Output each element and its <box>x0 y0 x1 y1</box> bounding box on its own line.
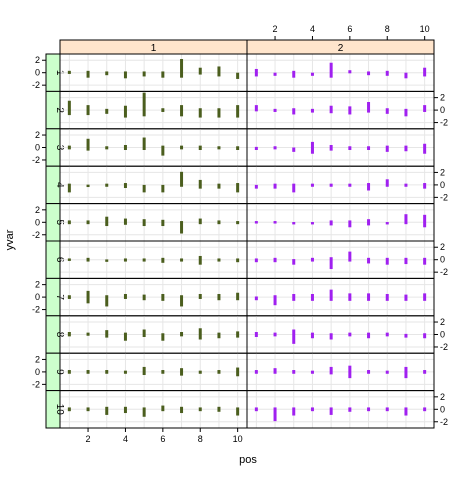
y-tick-label-right: 0 <box>440 404 445 414</box>
y-tick-label-right: 0 <box>440 255 445 265</box>
y-tick-label-left: 0 <box>35 217 40 227</box>
x-tick-label-bottom: 2 <box>86 434 91 444</box>
y-tick-label-right: 2 <box>440 242 445 252</box>
y-tick-label-left: 0 <box>35 143 40 153</box>
y-tick-label-left: 2 <box>35 354 40 364</box>
x-tick-label-top: 6 <box>347 24 352 34</box>
y-tick-label-left: 0 <box>35 367 40 377</box>
y-tick-label-right: 0 <box>440 330 445 340</box>
y-tick-label-left: -2 <box>32 155 40 165</box>
y-tick-label-right: -2 <box>440 192 448 202</box>
y-tick-label-left: 0 <box>35 292 40 302</box>
y-tick-label-right: -2 <box>440 118 448 128</box>
y-tick-label-left: -2 <box>32 305 40 315</box>
column-strip-label-1: 1 <box>151 43 157 54</box>
y-tick-label-left: 2 <box>35 280 40 290</box>
x-axis-label: pos <box>239 454 257 466</box>
x-tick-label-top: 2 <box>273 24 278 34</box>
y-tick-label-right: 2 <box>440 93 445 103</box>
y-tick-label-right: 0 <box>440 105 445 115</box>
y-tick-label-left: 2 <box>35 130 40 140</box>
y-tick-label-left: -2 <box>32 379 40 389</box>
x-tick-label-top: 10 <box>420 24 430 34</box>
y-tick-label-left: 2 <box>35 55 40 65</box>
x-tick-label-bottom: 4 <box>123 434 128 444</box>
x-tick-label-top: 4 <box>310 24 315 34</box>
y-tick-label-right: -2 <box>440 342 448 352</box>
axes: 224466881010-202-202-202-202-202-202-202… <box>32 24 448 444</box>
x-tick-label-bottom: 6 <box>160 434 165 444</box>
y-tick-label-left: -2 <box>32 80 40 90</box>
y-tick-label-left: 2 <box>35 205 40 215</box>
y-tick-label-right: 0 <box>440 180 445 190</box>
x-tick-label-top: 8 <box>385 24 390 34</box>
column-strip-label-2: 2 <box>338 43 344 54</box>
y-tick-label-right: 2 <box>440 317 445 327</box>
y-tick-label-left: -2 <box>32 230 40 240</box>
x-tick-label-bottom: 10 <box>233 434 243 444</box>
y-tick-label-right: -2 <box>440 417 448 427</box>
y-tick-label-right: -2 <box>440 267 448 277</box>
y-tick-label-right: 2 <box>440 167 445 177</box>
y-tick-label-right: 2 <box>440 392 445 402</box>
y-axis-label: yvar <box>4 229 16 250</box>
x-tick-label-bottom: 8 <box>198 434 203 444</box>
y-tick-label-left: 0 <box>35 68 40 78</box>
